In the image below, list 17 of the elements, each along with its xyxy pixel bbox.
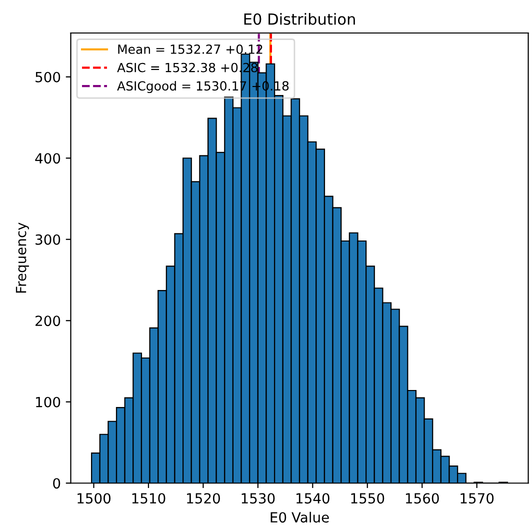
- y-tick-label: 200: [36, 316, 60, 326]
- x-tick-label: 1570: [460, 493, 494, 504]
- x-tick-label: 1560: [406, 493, 439, 504]
- x-tick-label: 1500: [78, 493, 110, 504]
- x-tick-label: 1510: [132, 493, 166, 504]
- chart-title: E0 Distribution: [244, 13, 355, 25]
- y-tick-label: 0: [53, 478, 60, 489]
- y-tick-label: 500: [36, 72, 60, 82]
- x-tick-label: 1520: [187, 493, 220, 504]
- x-tick-label: 1530: [242, 493, 275, 504]
- y-tick-label: 100: [36, 396, 60, 408]
- y-axis-title: Frequency: [16, 222, 29, 293]
- x-tick-label: 1540: [296, 493, 330, 504]
- y-tick-label: 300: [36, 234, 60, 245]
- x-axis-title: E0 Value: [270, 512, 329, 523]
- y-tick-label: 400: [35, 153, 60, 164]
- x-tick-label: 1550: [351, 493, 384, 504]
